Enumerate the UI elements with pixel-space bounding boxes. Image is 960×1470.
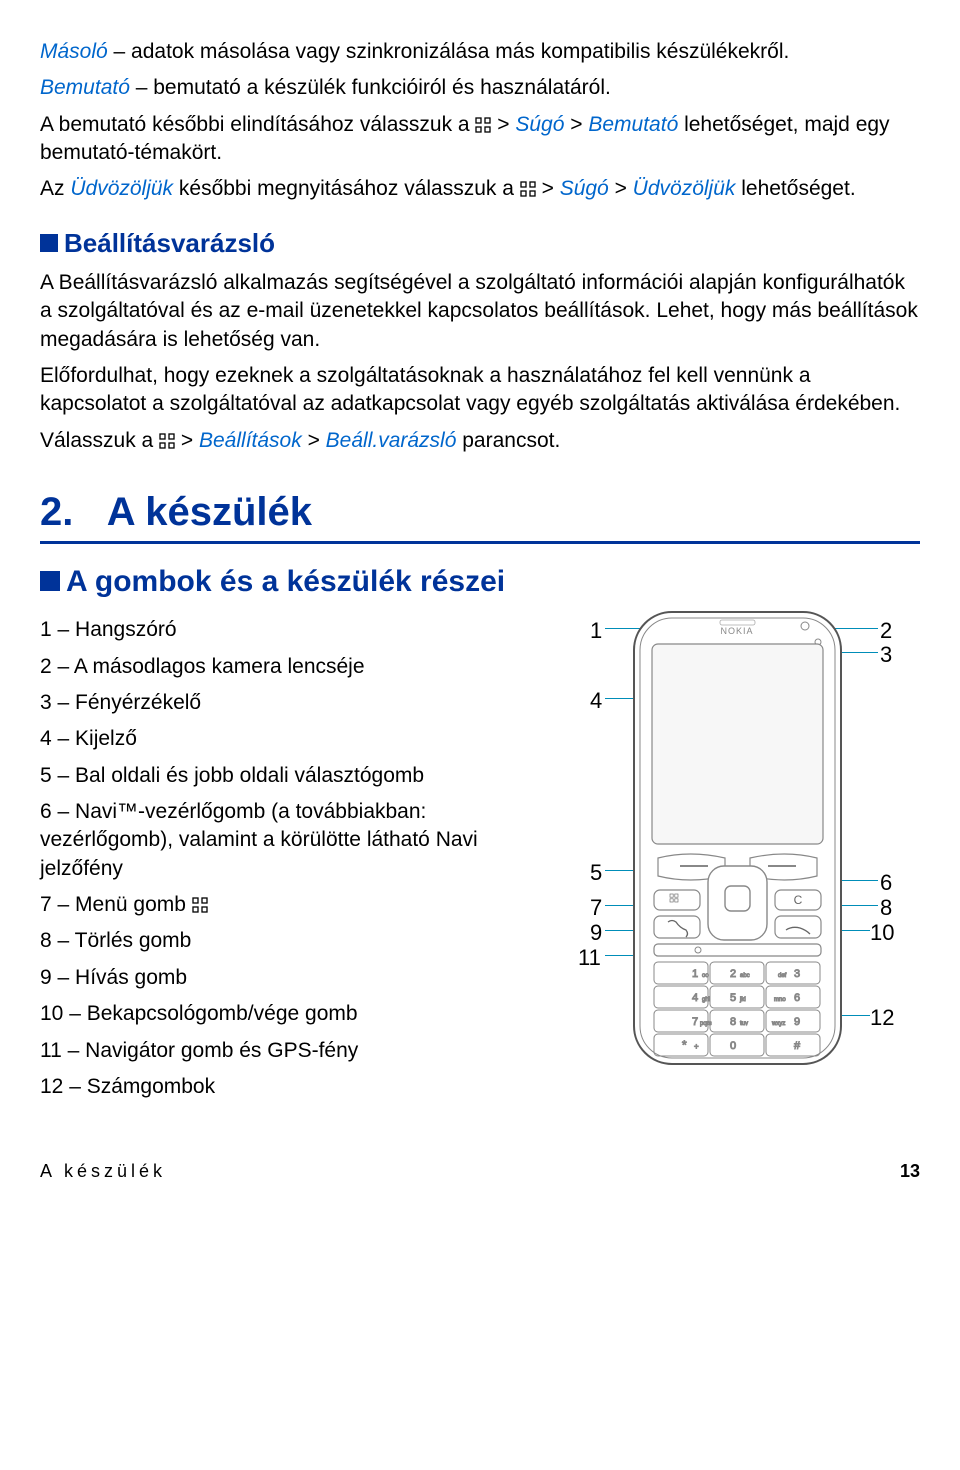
svg-text:def: def (778, 973, 787, 979)
callout-5: 5 (590, 858, 602, 888)
svg-text:4: 4 (692, 992, 698, 1004)
callout-4: 4 (590, 686, 602, 716)
svg-text:wxyz: wxyz (771, 1021, 785, 1027)
menu-icon (159, 433, 175, 449)
link-sugo: Súgó (560, 177, 609, 200)
text: Az (40, 177, 70, 200)
term-bemutato: Bemutató (40, 76, 130, 99)
para-masolo: Másoló – adatok másolása vagy szinkroniz… (40, 38, 920, 66)
svg-text:jkl: jkl (739, 997, 746, 1003)
para-bemutato: Bemutató – bemutató a készülék funkcióir… (40, 74, 920, 102)
callout-11: 11 (578, 943, 601, 973)
square-bullet-icon (40, 571, 60, 591)
para-bemutato-later: A bemutató későbbi elindításához válassz… (40, 111, 920, 168)
parts-list: 1 – Hangszóró 2 – A másodlagos kamera le… (40, 608, 540, 1109)
svg-text:#: # (794, 1040, 801, 1052)
list-item: 12 – Számgombok (40, 1073, 540, 1101)
list-item: 2 – A másodlagos kamera lencséje (40, 653, 540, 681)
square-bullet-icon (40, 234, 58, 252)
chapter-name: A készülék (107, 490, 312, 534)
list-item: 6 – Navi™-vezérlőgomb (a továbbiakban: v… (40, 798, 540, 883)
svg-text:C: C (794, 893, 803, 907)
svg-text:8: 8 (730, 1016, 736, 1028)
para-varazslo-note: Előfordulhat, hogy ezeknek a szolgáltatá… (40, 362, 920, 419)
svg-text:3: 3 (794, 968, 800, 980)
chapter-title: 2. A készülék (40, 485, 920, 541)
svg-text:oo: oo (702, 973, 709, 979)
para-varazslo-desc: A Beállításvarázsló alkalmazás segítségé… (40, 269, 920, 354)
link-udvozoljuk2: Üdvözöljük (633, 177, 736, 200)
phone-diagram: 1 4 5 7 9 11 2 3 6 8 10 12 NOKIA (560, 608, 920, 1109)
text: > (175, 429, 199, 452)
svg-text:abc: abc (740, 973, 750, 979)
callout-10: 10 (870, 918, 894, 948)
list-item: 10 – Bekapcsológomb/vége gomb (40, 1000, 540, 1028)
text: > (491, 113, 515, 136)
svg-text:6: 6 (794, 992, 800, 1004)
list-item: 5 – Bal oldali és jobb oldali választógo… (40, 762, 540, 790)
page-number: 13 (900, 1159, 920, 1183)
svg-text:5: 5 (730, 992, 736, 1004)
svg-text:tuv: tuv (740, 1021, 748, 1027)
list-item: 7 – Menü gomb (40, 891, 540, 919)
svg-text:7: 7 (692, 1016, 698, 1028)
svg-text:2: 2 (730, 968, 736, 980)
svg-text:mno: mno (774, 997, 786, 1003)
link-udvozoljuk: Üdvözöljük (70, 177, 173, 200)
chapter-divider: 2. A készülék (40, 485, 920, 544)
text: – bemutató a készülék funkcióiról és has… (130, 76, 611, 99)
footer-section: A készülék (40, 1159, 166, 1183)
menu-icon (192, 897, 208, 913)
page-footer: A készülék 13 (40, 1159, 920, 1183)
heading-beallitasvarazslo: Beállításvarázsló (40, 226, 920, 261)
link-bemutato: Bemutató (588, 113, 678, 136)
callout-12: 12 (870, 1003, 894, 1033)
svg-text:NOKIA: NOKIA (720, 626, 753, 636)
phone-illustration: NOKIA C (630, 608, 845, 1068)
svg-text:ghi: ghi (702, 997, 710, 1003)
svg-text:+: + (694, 1042, 699, 1051)
menu-icon (520, 181, 536, 197)
heading-gombok: A gombok és a készülék részei (40, 562, 920, 603)
para-varazslo-cmd: Válasszuk a > Beállítások > Beáll.varázs… (40, 427, 920, 455)
heading-text: A gombok és a készülék részei (66, 565, 505, 598)
text: > (609, 177, 633, 200)
text: lehetőséget. (735, 177, 855, 200)
text: parancsot. (456, 429, 560, 452)
text: > (564, 113, 588, 136)
svg-text:0: 0 (730, 1040, 736, 1052)
list-item: 1 – Hangszóró (40, 616, 540, 644)
menu-icon (475, 117, 491, 133)
chapter-number: 2. (40, 490, 73, 534)
heading-text: Beállításvarázsló (64, 228, 275, 258)
svg-text:9: 9 (794, 1016, 800, 1028)
text: későbbi megnyitásához válasszuk a (173, 177, 520, 200)
para-udvozoljuk: Az Üdvözöljük későbbi megnyitásához vála… (40, 175, 920, 203)
list-item: 11 – Navigátor gomb és GPS-fény (40, 1037, 540, 1065)
list-item: 4 – Kijelző (40, 725, 540, 753)
list-item: 9 – Hívás gomb (40, 964, 540, 992)
list-item: 8 – Törlés gomb (40, 927, 540, 955)
text: – adatok másolása vagy szinkronizálása m… (108, 40, 790, 63)
list-item: 3 – Fényérzékelő (40, 689, 540, 717)
text: 7 – Menü gomb (40, 893, 192, 916)
text: A bemutató későbbi elindításához válassz… (40, 113, 475, 136)
svg-text:*: * (682, 1038, 687, 1052)
svg-text:1: 1 (692, 968, 698, 980)
callout-1: 1 (590, 616, 602, 646)
text: Válasszuk a (40, 429, 159, 452)
callout-3: 3 (880, 640, 892, 670)
link-beallitasok: Beállítások (199, 429, 302, 452)
link-beallvarazslo: Beáll.varázsló (326, 429, 457, 452)
link-sugo: Súgó (515, 113, 564, 136)
term-masolo: Másoló (40, 40, 108, 63)
text: > (302, 429, 326, 452)
text: > (536, 177, 560, 200)
